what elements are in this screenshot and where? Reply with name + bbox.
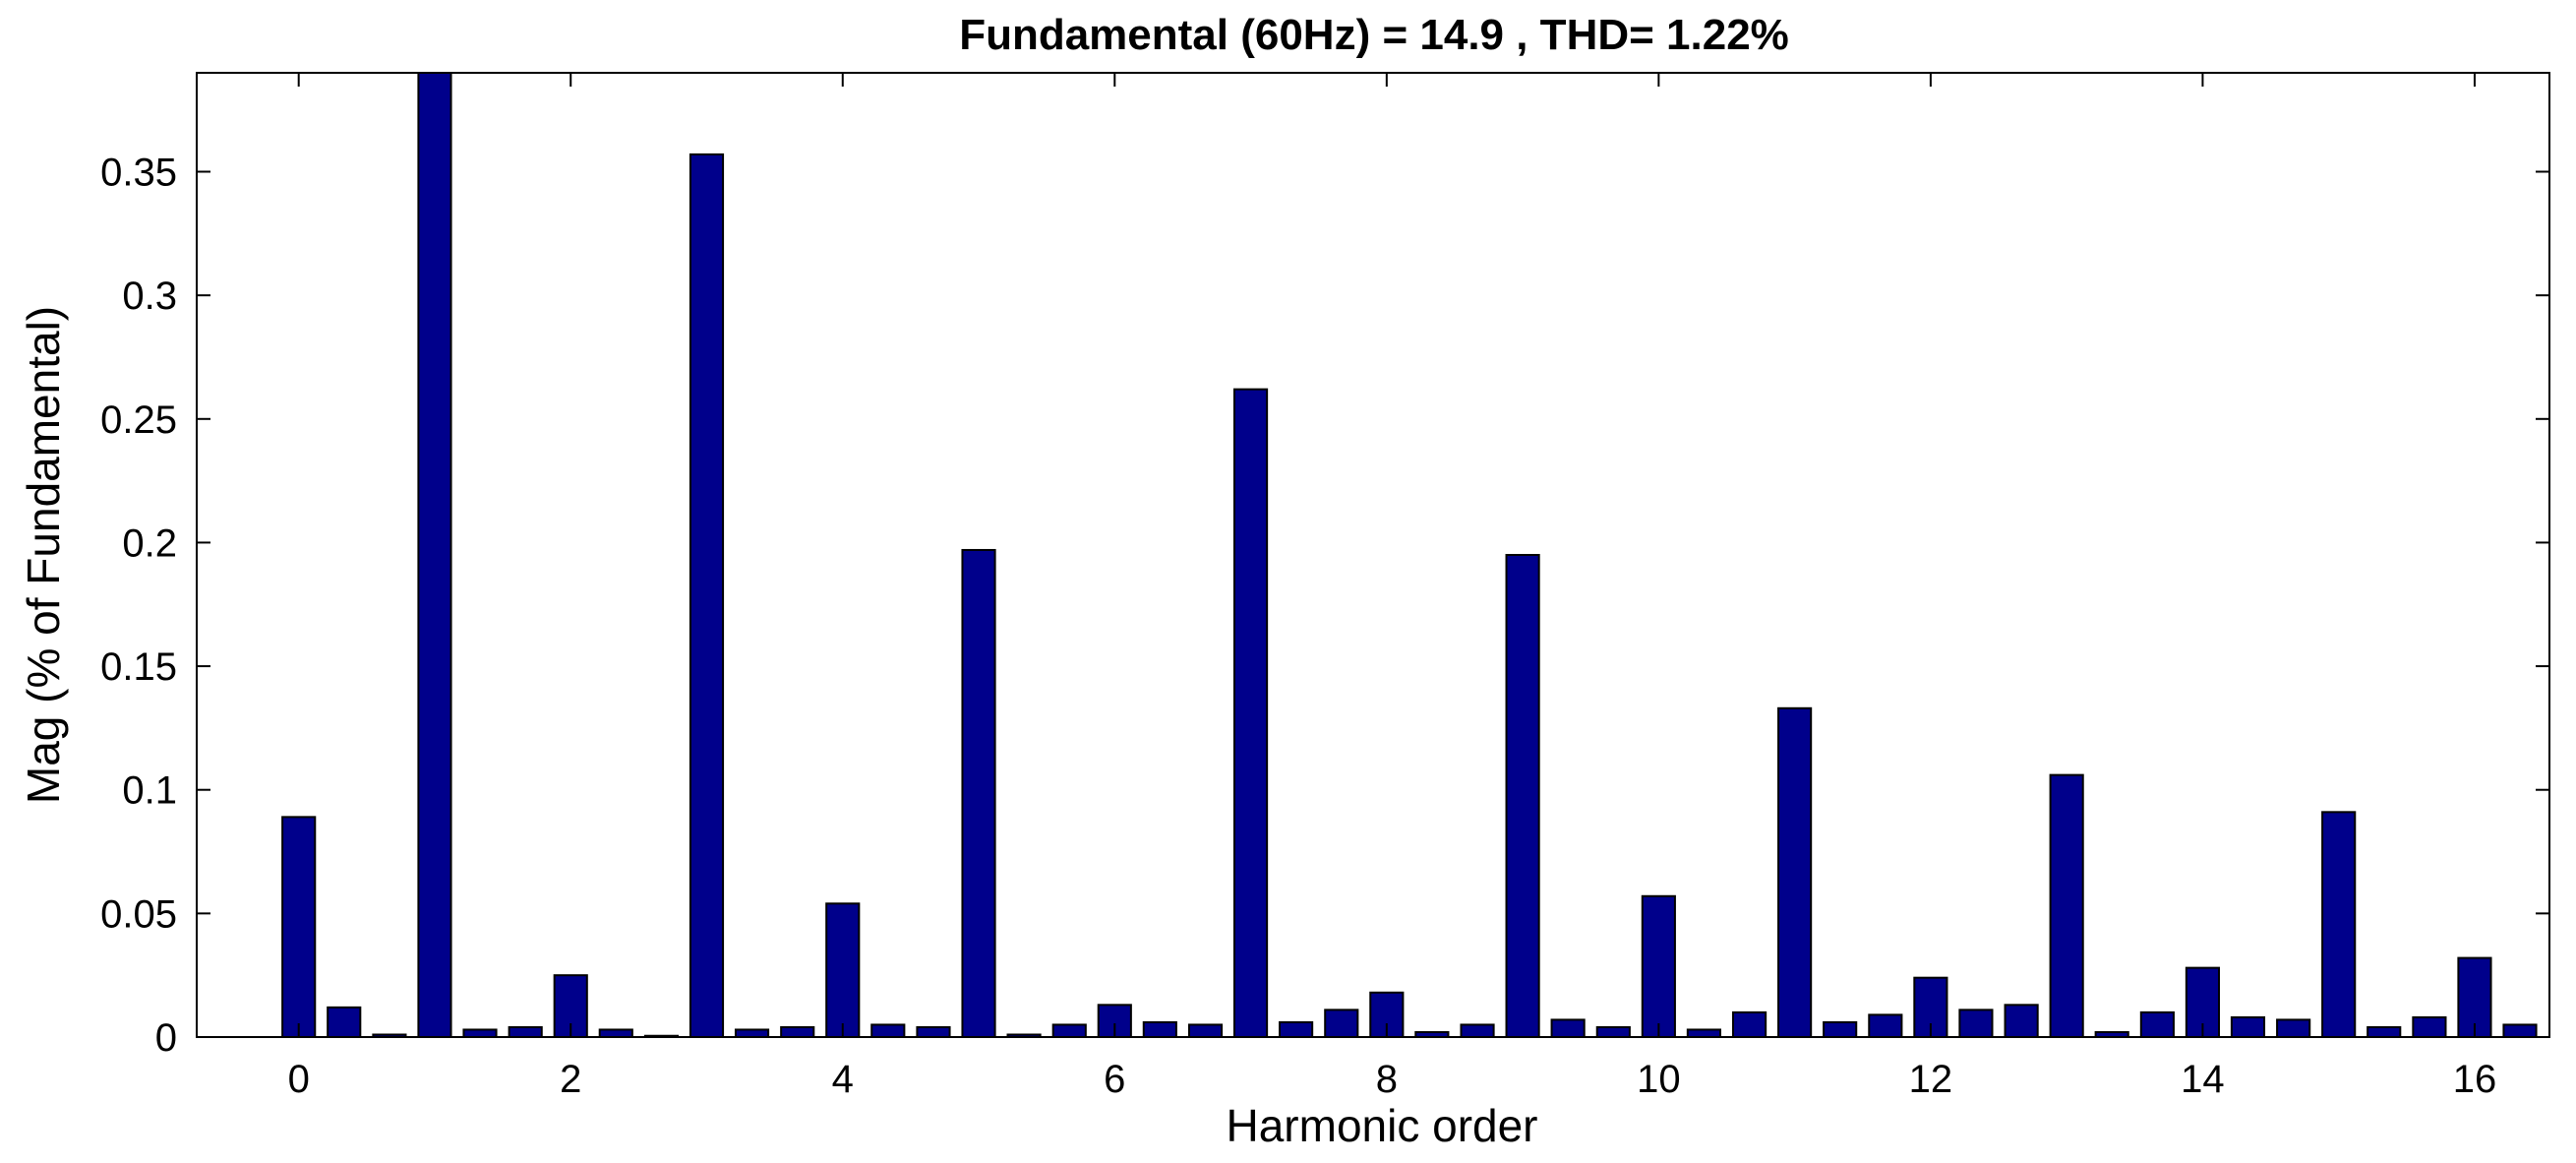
bar [825,902,861,1038]
bar [508,1025,543,1038]
bar [870,1023,906,1038]
bar [1051,1023,1087,1038]
bar [1595,1025,1631,1038]
bar [961,548,996,1038]
bar [1279,1020,1314,1039]
x-axis-label: Harmonic order [1227,1100,1538,1151]
bar [2412,1015,2447,1039]
x-tick-label: 6 [1104,1058,1125,1101]
y-tick-label: 0.05 [100,892,177,936]
bar [1686,1028,1721,1038]
bar [462,1028,498,1038]
bar [689,153,725,1039]
bar [417,72,452,1038]
bar [598,1028,633,1038]
bar [2457,956,2492,1039]
bar [553,974,588,1038]
bar [1460,1023,1495,1038]
bar [1187,1023,1224,1038]
y-tick-label: 0.35 [100,152,177,195]
x-axis-ticks: 0 2 4 6 8 10 12 14 16 [288,73,2497,1101]
y-tick-label: 0.3 [122,275,177,318]
bar [1641,894,1676,1039]
x-tick-label: 14 [2181,1058,2225,1101]
y-axis-label: Mag (% of Fundamental) [18,306,69,804]
bar [1823,1020,1858,1039]
y-tick-label: 0.2 [122,521,177,565]
bar [2230,1015,2266,1039]
bar [1142,1020,1177,1039]
x-tick-label: 16 [2453,1058,2497,1101]
bar [2004,1004,2039,1039]
bar [1777,706,1813,1038]
x-tick-label: 4 [832,1058,854,1101]
x-tick-label: 0 [288,1058,310,1101]
bar [734,1028,770,1038]
bar [1550,1018,1586,1039]
bar [1324,1009,1359,1038]
bars-group [281,72,2538,1039]
y-tick-label: 0.1 [122,769,177,813]
bar [2502,1023,2538,1038]
x-tick-label: 2 [560,1058,581,1101]
bar [1732,1010,1767,1038]
y-tick-label: 0.25 [100,398,177,442]
plot-area-frame [196,72,2550,1038]
bar [1868,1013,1903,1039]
bar [281,816,317,1038]
x-tick-label: 8 [1376,1058,1398,1101]
y-axis-ticks: 0 0.05 0.1 0.15 0.2 0.25 0.3 0.35 [100,152,2549,1060]
y-tick-label: 0 [155,1016,177,1060]
bar [2321,811,2357,1039]
bar [1958,1009,1994,1038]
x-tick-label: 12 [1909,1058,1953,1101]
bar [327,1006,362,1038]
bar [916,1025,951,1038]
bar [2139,1010,2175,1038]
bar [2366,1025,2402,1038]
y-tick-label: 0.15 [100,645,177,689]
bar [2276,1018,2311,1039]
bar [1232,388,1269,1038]
x-tick-label: 10 [1637,1058,1681,1101]
bar [1505,554,1540,1038]
bar [780,1025,815,1038]
bar [2049,773,2084,1038]
chart-title: Fundamental (60Hz) = 14.9 , THD= 1.22% [959,11,1789,59]
